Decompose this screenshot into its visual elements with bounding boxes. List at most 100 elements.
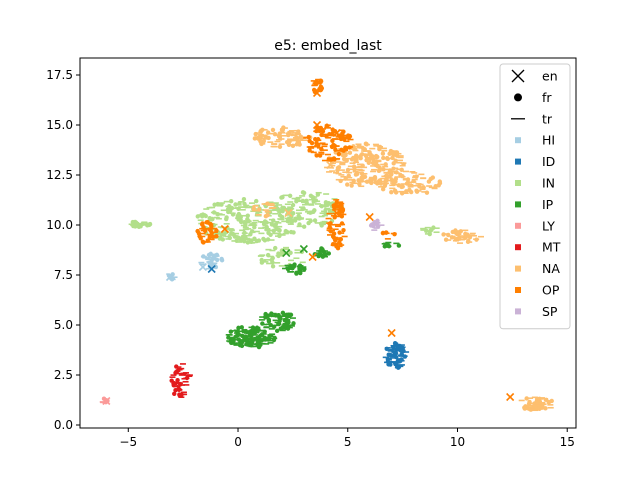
x-marker-OP-10 xyxy=(308,252,317,262)
point-OP-11-85 xyxy=(309,140,315,146)
x-marker-OP-1 xyxy=(312,120,322,130)
point-NA-7-59 xyxy=(433,184,438,189)
point-OP-14-39 xyxy=(339,214,345,219)
point-NA-7-41 xyxy=(437,180,443,186)
point-NA-9-42 xyxy=(539,405,545,410)
point-NA-9-21 xyxy=(524,396,529,401)
point-OP-14-7 xyxy=(334,200,339,205)
point-IN-3-20 xyxy=(259,257,264,263)
highlight-layer xyxy=(102,88,515,406)
point-OP-13-10 xyxy=(208,228,213,233)
plot-frame xyxy=(79,57,577,429)
point-IN-1-62 xyxy=(323,211,328,216)
point-NA-5-77 xyxy=(277,144,283,150)
point-IN-1-65 xyxy=(311,209,316,215)
legend-entry-en: en xyxy=(511,69,558,84)
point-NA-9-53 xyxy=(549,398,554,404)
y-tick-label-6: 15.0 xyxy=(46,118,73,132)
x-marker-NA-3 xyxy=(326,160,335,170)
x-marker-OP-2 xyxy=(332,128,341,138)
x-tick-label-5: 5 xyxy=(344,435,352,449)
point-IN-1-102 xyxy=(323,203,328,208)
point-NA-6-2 xyxy=(380,151,386,156)
point-NA-6-196 xyxy=(374,159,379,164)
legend-label-ID: ID xyxy=(542,154,555,169)
point-IP-19-17 xyxy=(318,249,323,254)
point-IP-19-16 xyxy=(323,252,328,257)
point-OP-15-5 xyxy=(380,230,386,236)
x-marker-OP-17 xyxy=(506,392,515,402)
point-ID-21-21 xyxy=(388,362,393,367)
point-IN-0-187 xyxy=(242,220,247,225)
point-OP-11-79 xyxy=(339,135,345,140)
point-MT-22-13 xyxy=(172,391,177,396)
point-OP-13-17 xyxy=(214,233,219,239)
point-IP-20-11 xyxy=(386,243,392,249)
y-tick-label-5: 12.5 xyxy=(46,168,73,182)
point-IN-1-97 xyxy=(310,195,316,200)
y-tick-label-7: 17.5 xyxy=(46,68,73,82)
point-IN-0-112 xyxy=(271,228,276,234)
point-IP-19-11 xyxy=(326,251,331,256)
point-IP-17-23 xyxy=(268,322,274,328)
point-NA-5-82 xyxy=(265,130,271,135)
point-IN-1-21 xyxy=(301,224,307,229)
legend-swatch-MT xyxy=(515,244,521,251)
point-OP-11-7 xyxy=(314,153,319,158)
point-NA-7-52 xyxy=(424,190,430,195)
point-IN-0-162 xyxy=(242,224,248,229)
legend-label-fr: fr xyxy=(542,90,552,105)
x-marker-LY-16 xyxy=(102,396,111,406)
legend-label-LY: LY xyxy=(542,218,555,233)
legend-label-MT: MT xyxy=(542,240,561,255)
point-OP-14-55 xyxy=(334,244,339,249)
legend-swatch-HI xyxy=(515,137,521,144)
y-tick-label-4: 10.0 xyxy=(46,218,73,232)
point-NA-6-41 xyxy=(349,183,354,188)
point-IN-0-210 xyxy=(219,232,225,237)
point-NA-6-113 xyxy=(335,168,340,173)
point-IN-0-214 xyxy=(283,228,288,234)
point-NA-7-63 xyxy=(428,176,433,182)
y-tick-label-3: 7.5 xyxy=(54,268,73,282)
point-IN-1-98 xyxy=(277,209,282,214)
point-IP-16-117 xyxy=(263,337,268,342)
point-NA-5-81 xyxy=(297,142,302,147)
x-marker-IP-8 xyxy=(282,248,291,258)
point-IP-17-51 xyxy=(276,321,281,327)
points-layer xyxy=(99,78,554,412)
chart-title: e5: embed_last xyxy=(274,38,382,54)
point-NA-9-47 xyxy=(543,406,548,411)
point-NA-6-118 xyxy=(370,154,375,159)
point-OP-14-33 xyxy=(339,221,345,226)
point-NA-6-211 xyxy=(393,158,398,163)
point-NA-6-101 xyxy=(344,158,349,163)
point-IN-0-240 xyxy=(212,202,217,207)
point-NA-8-17 xyxy=(446,232,451,238)
point-IP-16-116 xyxy=(256,344,262,350)
point-NA-6-139 xyxy=(354,157,359,162)
point-NA-8-22 xyxy=(466,238,471,244)
point-IP-17-24 xyxy=(274,328,280,334)
point-IN-1-116 xyxy=(308,218,313,224)
y-tick-label-2: 5.0 xyxy=(54,318,73,332)
point-NA-7-39 xyxy=(393,190,399,195)
legend-entry-SP: SP xyxy=(515,304,558,319)
point-NA-7-66 xyxy=(399,184,404,190)
point-IN-0-125 xyxy=(224,216,229,222)
point-IN-1-107 xyxy=(280,194,285,200)
point-NA-5-44 xyxy=(261,138,267,144)
point-HI-23-17 xyxy=(208,251,213,257)
legend-swatch-LY xyxy=(515,222,521,229)
point-IN-3-24 xyxy=(270,264,276,269)
x-marker-HI-11 xyxy=(198,262,207,272)
point-OP-15-6 xyxy=(384,230,389,235)
point-IN-0-85 xyxy=(219,202,224,207)
legend-swatch-NA xyxy=(515,265,521,272)
point-IN-0-197 xyxy=(277,233,282,239)
point-NA-6-183 xyxy=(338,178,343,184)
point-IN-1-2 xyxy=(285,218,290,224)
point-NA-6-114 xyxy=(387,151,392,157)
point-IN-1-108 xyxy=(281,205,287,211)
